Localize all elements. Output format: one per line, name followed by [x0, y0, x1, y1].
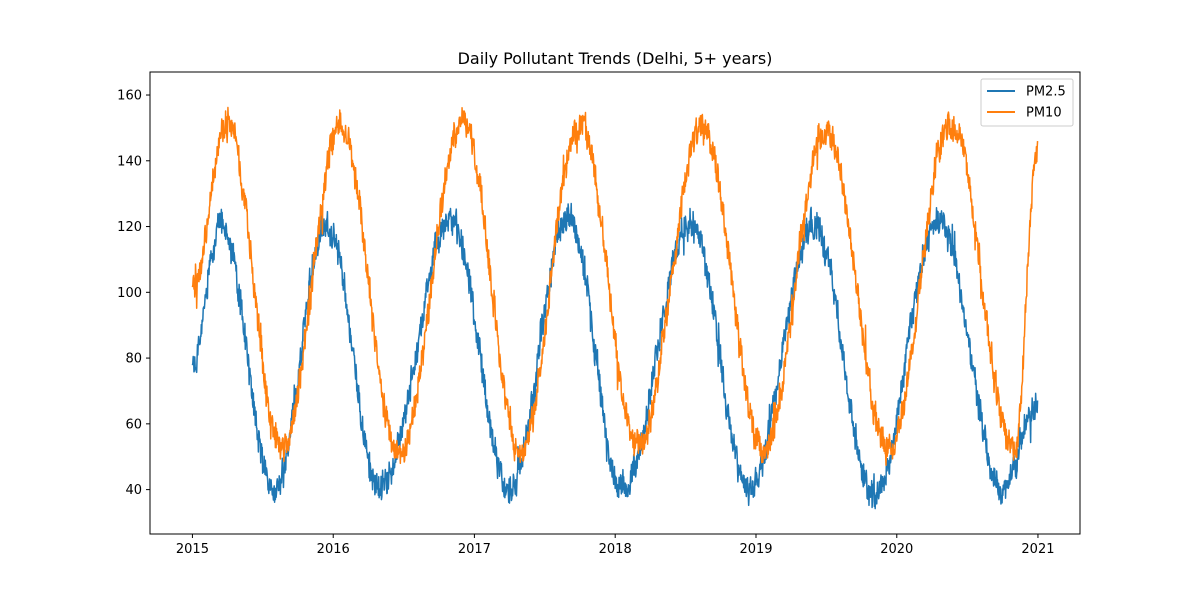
series-line-pm25	[191, 202, 1039, 510]
x-tick-label: 2020	[880, 542, 913, 557]
x-tick-label: 2017	[458, 542, 491, 557]
chart-title: Daily Pollutant Trends (Delhi, 5+ years)	[458, 49, 773, 68]
legend: PM2.5 PM10	[980, 78, 1074, 127]
y-tick-label: 60	[125, 417, 142, 432]
y-tick-label: 40	[125, 483, 142, 498]
y-tick-label: 100	[117, 286, 142, 301]
series-layer	[191, 106, 1039, 510]
plot-frame	[149, 71, 1081, 535]
series-line-pm10	[191, 106, 1039, 467]
y-tick-label: 120	[117, 220, 142, 235]
y-tick-label: 160	[117, 89, 142, 104]
y-tick-label: 140	[117, 154, 142, 169]
legend-label-pm10: PM10	[1026, 106, 1062, 121]
axes-layer: 2015 2016 2017 2018 2019 2020 2021 40 60 80 100 120…	[117, 89, 1054, 557]
legend-label-pm25: PM2.5	[1026, 85, 1066, 100]
x-tick-label: 2019	[739, 542, 772, 557]
x-tick-label: 2016	[317, 542, 350, 557]
x-tick-label: 2021	[1021, 542, 1054, 557]
x-tick-label: 2015	[176, 542, 209, 557]
y-tick-label: 80	[125, 352, 142, 367]
x-tick-label: 2018	[599, 542, 632, 557]
